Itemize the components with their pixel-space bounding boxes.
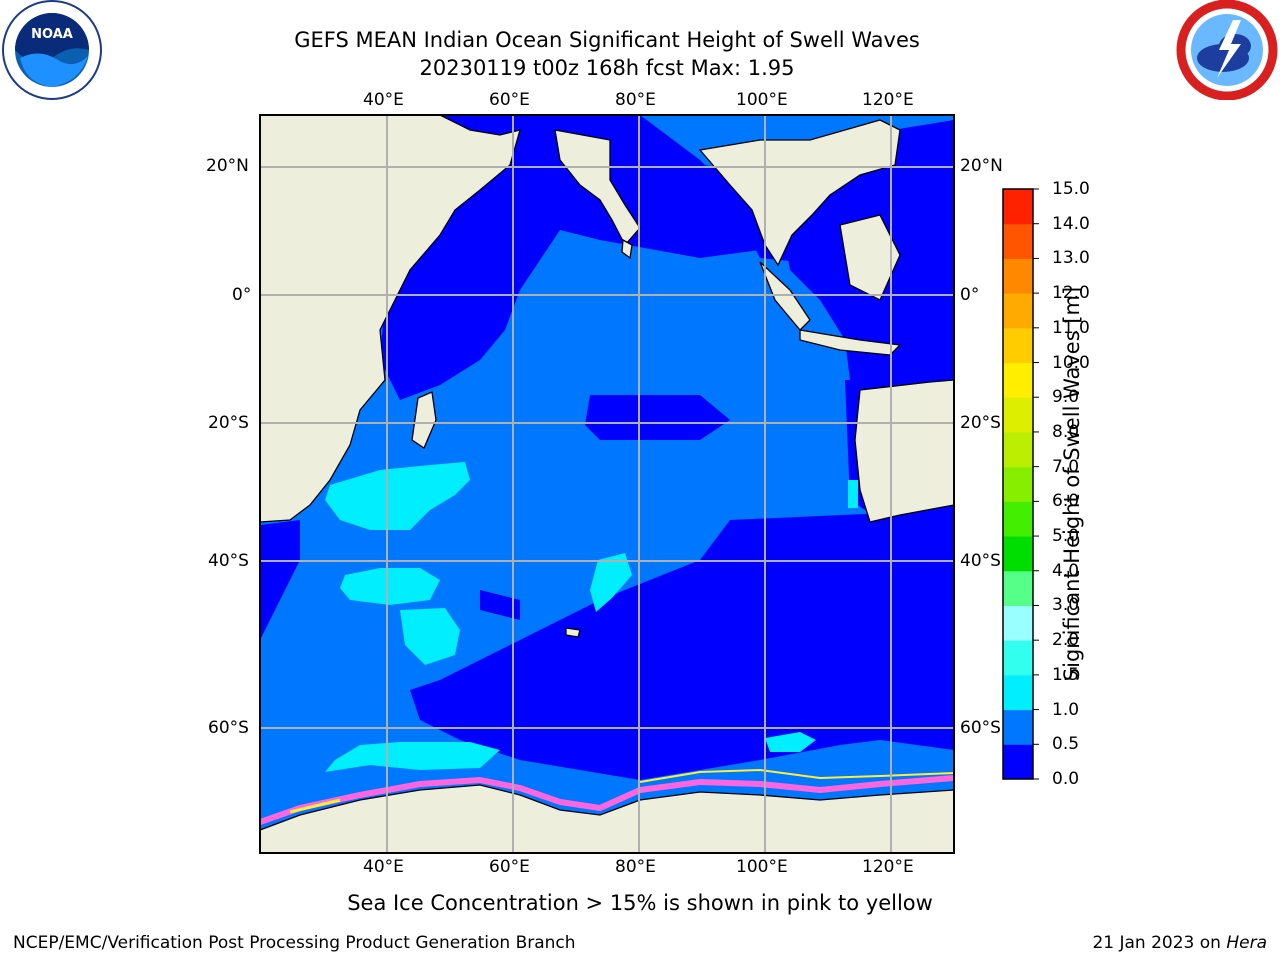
colorbar-segment (1003, 223, 1033, 259)
colorbar (1003, 188, 1039, 780)
lon-label-top-120e: 120°E (862, 90, 914, 110)
colorbar-segment (1003, 362, 1033, 398)
lat-label-right-20n: 20°N (960, 156, 1003, 176)
colorbar-tick-label: 3.0 (1052, 595, 1080, 616)
lon-label-bottom-60e: 60°E (489, 857, 530, 877)
colorbar-tick-label: 2.0 (1052, 630, 1080, 651)
landmass (260, 115, 954, 853)
kerguelen-landmass (565, 627, 581, 638)
colorbar-tick-label: 0.0 (1052, 769, 1080, 789)
footer-date: 21 Jan 2023 on Hera (1092, 933, 1267, 953)
footer-branch: NCEP/EMC/Verification Post Processing Pr… (13, 933, 576, 953)
lon-label-bottom-100e: 100°E (736, 857, 788, 877)
colorbar-tick-label: 1.5 (1052, 664, 1080, 685)
lon-label-top-40e: 40°E (363, 90, 404, 110)
footer-machine: Hera (1226, 933, 1267, 953)
colorbar-tick-label: 6.0 (1052, 491, 1080, 512)
colorbar-segment (1003, 501, 1033, 537)
colorbar-segment (1003, 570, 1033, 606)
colorbar-tick-label: 9.0 (1052, 387, 1080, 408)
map-title-line2: 20230119 t00z 168h fcst Max: 1.95 (419, 56, 795, 80)
lon-label-bottom-120e: 120°E (862, 857, 914, 877)
lon-label-top-80e: 80°E (615, 90, 656, 110)
sri-lanka-landmass (621, 238, 633, 260)
colorbar-segment (1003, 709, 1033, 745)
colorbar-segment (1003, 189, 1033, 225)
colorbar-segment (1003, 431, 1033, 468)
graticule (260, 115, 954, 853)
colorbar-segment (1003, 327, 1033, 364)
sea-ice-caption: Sea Ice Concentration > 15% is shown in … (347, 891, 933, 915)
swell-field-high (325, 462, 858, 772)
australia-landmass (854, 379, 954, 523)
map-title-line1: GEFS MEAN Indian Ocean Significant Heigh… (294, 28, 920, 52)
lon-label-bottom-40e: 40°E (363, 857, 404, 877)
lat-label-left-0: 0° (232, 285, 252, 305)
noaa-logo-text: NOAA (31, 27, 73, 42)
colorbar-tick-label: 15.0 (1052, 179, 1090, 199)
colorbar-tick-label: 4.0 (1052, 560, 1080, 581)
colorbar-segment (1003, 258, 1033, 294)
colorbar-segment (1003, 605, 1033, 641)
lat-label-right-40s: 40°S (960, 551, 1001, 571)
colorbar-tick-label: 11.0 (1052, 317, 1090, 338)
map-frame (259, 114, 955, 854)
colorbar-segment (1003, 293, 1033, 329)
colorbar-segment (1003, 744, 1033, 780)
lon-label-top-60e: 60°E (489, 90, 530, 110)
africa-landmass (260, 115, 521, 523)
colorbar-tick-label: 1.0 (1052, 699, 1080, 720)
colorbar-segment (1003, 536, 1033, 572)
colorbar-segment (1003, 640, 1033, 676)
colorbar-tick-label: 14.0 (1052, 213, 1090, 234)
lat-label-left-20s: 20°S (208, 413, 249, 433)
colorbar-tick-label: 7.0 (1052, 456, 1080, 477)
lat-label-left-60s: 60°S (208, 718, 249, 738)
lat-label-left-20n: 20°N (206, 156, 249, 176)
noaa-logo: NOAA (0, 0, 105, 100)
lat-label-right-20s: 20°S (960, 413, 1001, 433)
sea-ice-edge (260, 768, 954, 825)
colorbar-frame (1002, 188, 1034, 780)
colorbar-tick-label: 0.5 (1052, 734, 1080, 755)
antarctica-landmass (260, 784, 954, 853)
colorbar-tick-label: 12.0 (1052, 283, 1090, 304)
lat-label-left-40s: 40°S (208, 551, 249, 571)
lon-label-bottom-80e: 80°E (615, 857, 656, 877)
se-asia-landmass (698, 119, 901, 267)
footer-date-text: 21 Jan 2023 on (1092, 933, 1221, 953)
lat-label-right-0: 0° (960, 285, 980, 305)
colorbar-label: Significant Height of Swell Waves [m] (1060, 286, 1084, 682)
colorbar-tick-label: 13.0 (1052, 248, 1090, 269)
lat-label-right-60s: 60°S (960, 718, 1001, 738)
colorbar-segment (1003, 466, 1033, 502)
colorbar-tick-label: 10.0 (1052, 352, 1090, 373)
lon-label-top-100e: 100°E (736, 90, 788, 110)
nws-logo (1175, 0, 1280, 101)
colorbar-tick-label: 5.0 (1052, 526, 1080, 547)
madagascar-landmass (411, 391, 437, 449)
colorbar-tick-label: 8.0 (1052, 421, 1080, 442)
colorbar-segment (1003, 674, 1033, 711)
colorbar-segment (1003, 397, 1033, 433)
